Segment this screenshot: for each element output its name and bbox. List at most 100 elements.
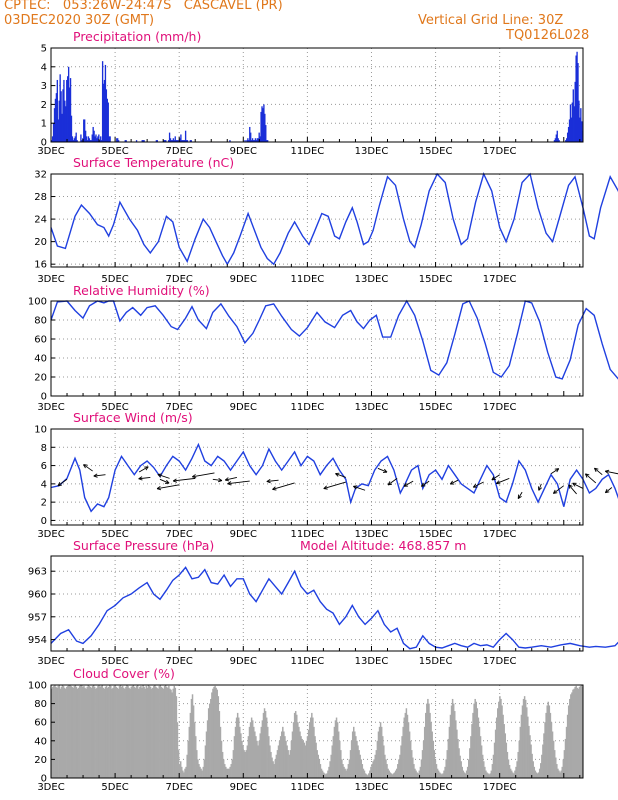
bar-precip <box>184 130 187 142</box>
bar-cloud <box>296 714 298 778</box>
series-line-wind <box>50 442 618 513</box>
bar-cloud <box>201 770 203 778</box>
bar-cloud <box>558 770 560 778</box>
bar-cloud <box>376 740 379 778</box>
bar-precip <box>84 130 87 142</box>
bar-precip <box>100 140 103 142</box>
bar-cloud <box>177 750 180 778</box>
bar-cloud <box>544 722 546 778</box>
bar-cloud <box>565 726 568 778</box>
bar-precip <box>102 83 105 142</box>
bar-cloud <box>221 751 224 778</box>
bar-cloud <box>531 753 533 778</box>
bar-precip <box>135 140 138 142</box>
bar-cloud <box>411 750 413 778</box>
bar-cloud <box>236 712 239 778</box>
bar-cloud <box>332 736 335 778</box>
bar-cloud <box>466 766 469 778</box>
bar-precip <box>179 138 181 142</box>
bar-cloud <box>139 686 141 778</box>
bar-cloud <box>215 687 217 778</box>
bar-cloud <box>528 725 530 778</box>
wind-arrow-head <box>218 477 223 481</box>
panel-pres <box>50 555 618 652</box>
bar-precip <box>573 106 575 142</box>
x-tick-label: 17DEC <box>483 529 517 540</box>
wind-arrow <box>496 477 510 484</box>
bar-cloud <box>400 745 402 778</box>
bar-cloud <box>294 711 297 778</box>
bar-cloud <box>452 703 455 778</box>
bar-cloud <box>119 685 122 778</box>
bar-cloud <box>516 761 518 778</box>
wind-arrow <box>605 487 613 494</box>
bar-cloud <box>459 755 461 778</box>
wind-arrow <box>173 477 196 482</box>
bar-precip <box>249 126 251 142</box>
bar-cloud <box>519 726 522 778</box>
bar-precip <box>571 102 574 142</box>
bar-precip <box>190 140 192 142</box>
y-tick-label: 3 <box>41 81 47 92</box>
bar-cloud <box>157 688 159 778</box>
bar-cloud <box>434 759 437 778</box>
bar-cloud <box>448 726 451 778</box>
bar-precip <box>125 140 127 142</box>
x-tick-label: 15DEC <box>419 274 453 285</box>
bar-cloud <box>577 688 580 778</box>
bar-cloud <box>170 689 172 778</box>
bar-cloud <box>255 736 257 778</box>
bar-cloud <box>189 712 192 778</box>
bar-cloud <box>302 740 304 778</box>
bar-cloud <box>206 720 209 778</box>
bar-cloud <box>538 768 541 778</box>
bar-cloud <box>509 768 512 778</box>
wind-arrow-head <box>605 491 610 494</box>
bar-cloud <box>212 688 214 778</box>
bar-precip <box>76 140 78 142</box>
bar-precip <box>247 138 249 142</box>
bar-cloud <box>70 685 72 778</box>
bar-cloud <box>103 688 106 778</box>
series-line-rh <box>50 299 618 380</box>
wind-arrow-head <box>568 484 571 489</box>
wind-arrow <box>138 466 149 473</box>
panel-frame <box>50 555 584 652</box>
bar-cloud <box>355 736 357 778</box>
header-model-code: TQ0126L028 <box>506 28 590 43</box>
bar-cloud <box>282 726 284 778</box>
wind-arrow <box>272 482 295 490</box>
wind-arrow <box>157 484 180 490</box>
bar-cloud <box>143 686 145 778</box>
bar-cloud <box>406 714 409 778</box>
bar-cloud <box>455 720 457 778</box>
bar-cloud <box>273 764 275 778</box>
bar-cloud <box>441 774 443 778</box>
bar-cloud <box>479 736 482 778</box>
bar-cloud <box>537 772 540 778</box>
bar-cloud <box>548 705 551 778</box>
bar-cloud <box>232 750 235 778</box>
bar-cloud <box>436 768 439 778</box>
bar-cloud <box>220 740 223 778</box>
bar-cloud <box>384 754 386 778</box>
bar-cloud <box>225 766 227 778</box>
bar-cloud <box>268 736 270 778</box>
bar-cloud <box>446 750 448 778</box>
bar-cloud <box>404 712 407 778</box>
bar-cloud <box>350 740 353 778</box>
x-tick-label: 15DEC <box>419 656 453 667</box>
bar-cloud <box>517 751 519 778</box>
bar-precip <box>558 140 560 142</box>
bar-cloud <box>319 764 322 778</box>
bar-cloud <box>216 689 218 778</box>
wind-arrow <box>517 491 523 499</box>
bar-cloud <box>265 717 268 778</box>
x-tick-label: 9DEC <box>230 529 257 540</box>
bar-cloud <box>521 705 524 778</box>
bar-cloud <box>454 711 456 778</box>
wind-arrow-head <box>272 486 276 490</box>
bar-precip <box>92 126 94 142</box>
bar-precip <box>575 55 577 142</box>
bar-cloud <box>251 720 254 778</box>
